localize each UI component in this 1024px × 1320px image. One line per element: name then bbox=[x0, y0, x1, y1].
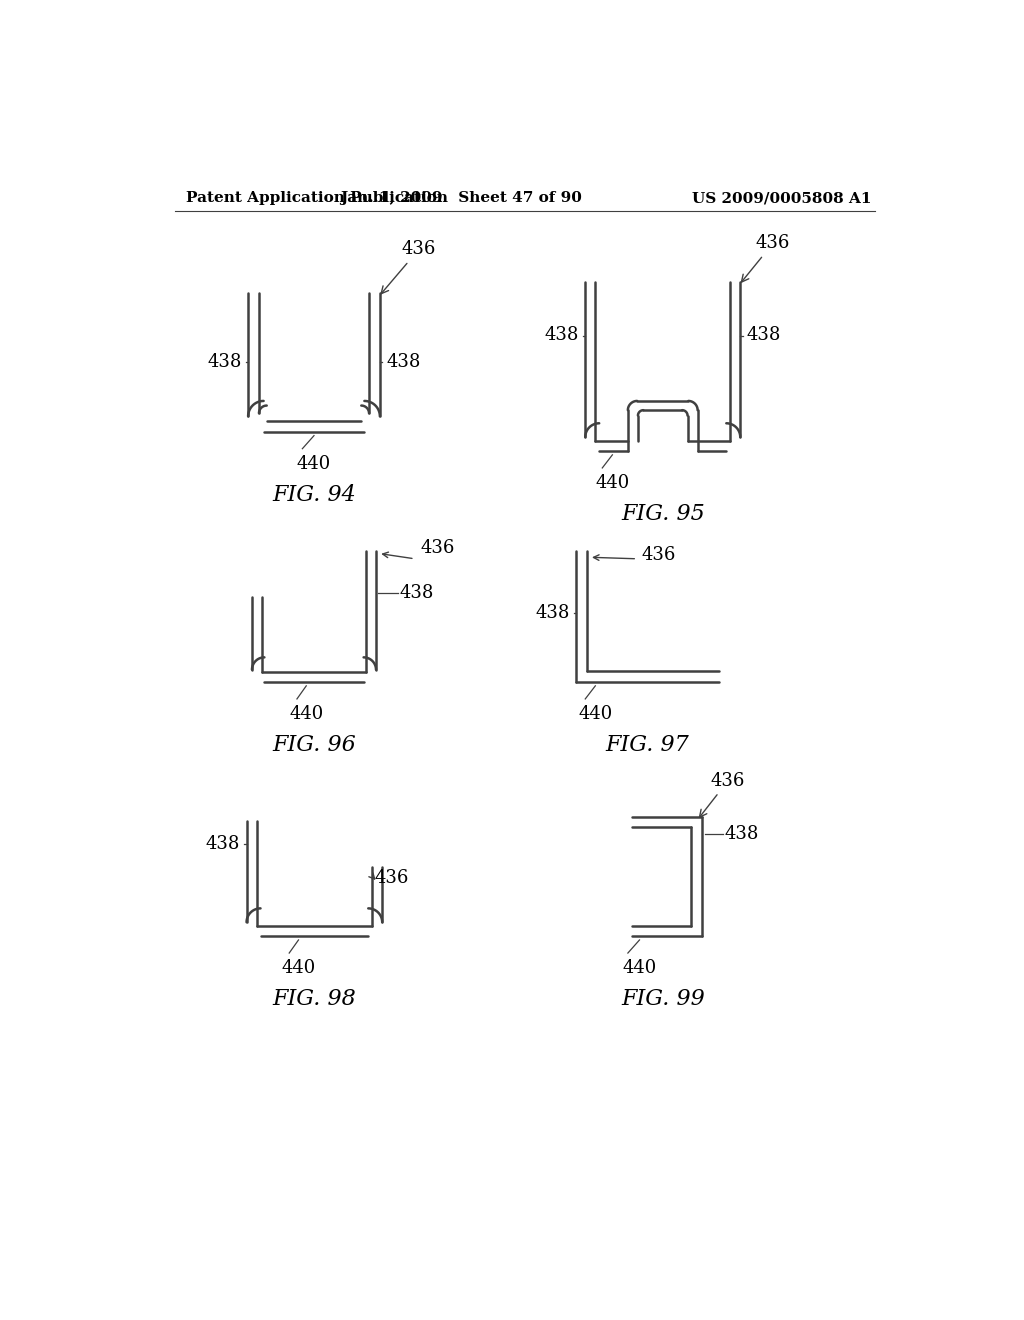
Text: Patent Application Publication: Patent Application Publication bbox=[186, 191, 449, 206]
Text: 438: 438 bbox=[746, 326, 781, 345]
Text: 436: 436 bbox=[421, 539, 456, 557]
Text: 436: 436 bbox=[741, 235, 791, 282]
Text: FIG. 95: FIG. 95 bbox=[621, 503, 705, 525]
Text: 440: 440 bbox=[289, 705, 324, 723]
Text: 438: 438 bbox=[545, 326, 579, 345]
Text: 440: 440 bbox=[282, 960, 315, 977]
Text: FIG. 99: FIG. 99 bbox=[621, 989, 705, 1011]
Text: 438: 438 bbox=[206, 834, 241, 853]
Text: 440: 440 bbox=[595, 474, 630, 492]
Text: 438: 438 bbox=[208, 354, 242, 371]
Text: FIG. 96: FIG. 96 bbox=[272, 734, 356, 756]
Text: 436: 436 bbox=[381, 240, 436, 294]
Text: 438: 438 bbox=[399, 585, 433, 602]
Text: 438: 438 bbox=[536, 603, 569, 622]
Text: 440: 440 bbox=[297, 455, 331, 473]
Text: FIG. 98: FIG. 98 bbox=[272, 989, 356, 1011]
Text: 436: 436 bbox=[641, 546, 676, 564]
Text: 438: 438 bbox=[386, 354, 421, 371]
Text: Jan. 1, 2009   Sheet 47 of 90: Jan. 1, 2009 Sheet 47 of 90 bbox=[340, 191, 583, 206]
Text: US 2009/0005808 A1: US 2009/0005808 A1 bbox=[692, 191, 872, 206]
Text: 436: 436 bbox=[375, 870, 409, 887]
Text: FIG. 94: FIG. 94 bbox=[272, 484, 356, 506]
Text: 436: 436 bbox=[699, 772, 745, 817]
Text: FIG. 97: FIG. 97 bbox=[605, 734, 689, 756]
Text: 440: 440 bbox=[623, 960, 656, 977]
Text: 438: 438 bbox=[725, 825, 759, 843]
Text: 440: 440 bbox=[579, 705, 612, 723]
